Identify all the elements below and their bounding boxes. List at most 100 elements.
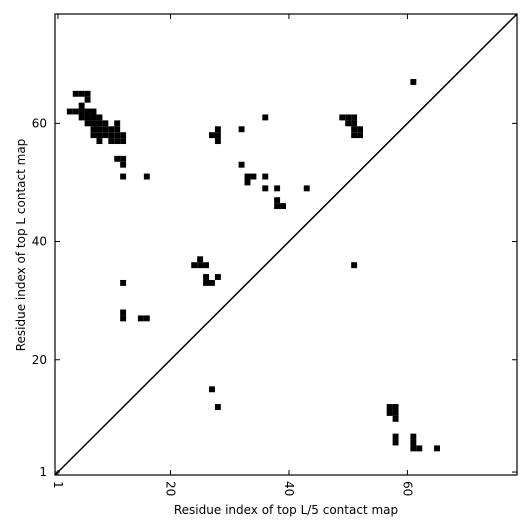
contact-cell (410, 439, 417, 446)
contact-cell (392, 439, 399, 446)
contact-cell (72, 90, 79, 97)
contact-cell (120, 173, 127, 180)
contact-cell (84, 114, 91, 121)
contact-cell (274, 185, 281, 192)
contact-cell (351, 114, 358, 121)
contact-cell (262, 185, 269, 192)
contact-cell (84, 90, 91, 97)
contact-cell (102, 132, 109, 139)
contact-cell (102, 126, 109, 133)
contact-cell (262, 114, 269, 121)
contact-cell (209, 386, 215, 393)
contact-cell (90, 126, 97, 133)
contact-cell (280, 203, 286, 210)
contact-cell (84, 108, 91, 115)
contact-cell (191, 262, 198, 269)
contact-cell (351, 120, 358, 127)
contact-cell (120, 309, 127, 316)
y-tick-label: 20 (32, 353, 47, 367)
contact-cell (345, 120, 352, 127)
contact-cell (102, 120, 109, 127)
contact-cell (214, 138, 221, 145)
x-tick-label: 40 (282, 481, 296, 496)
contact-cell (143, 173, 150, 180)
contact-cell (386, 404, 393, 410)
contact-cell (197, 262, 204, 269)
y-tick-label: 40 (32, 235, 47, 249)
contact-cell (244, 179, 251, 186)
contact-cell (137, 315, 144, 322)
contact-cell (203, 274, 209, 280)
contact-cell (203, 262, 209, 269)
contact-cell (90, 120, 97, 127)
contact-cell (96, 120, 103, 127)
contact-cell (357, 126, 363, 133)
contact-cell (214, 126, 221, 133)
x-tick-label: 1 (51, 481, 65, 489)
contact-cell (244, 173, 251, 180)
contact-cell (78, 102, 85, 109)
contact-cell (120, 138, 127, 145)
y-tick-label: 60 (32, 116, 47, 130)
contact-cell (96, 138, 103, 145)
contact-cell (214, 132, 221, 139)
contact-cell (351, 262, 358, 269)
contact-cell (96, 114, 103, 121)
x-axis-label: Residue index of top L/5 contact map (174, 503, 398, 517)
contact-cell (114, 155, 121, 162)
contact-cell (120, 279, 127, 286)
contact-cell (66, 108, 73, 115)
contact-cell (114, 126, 121, 133)
contact-cell (410, 433, 417, 440)
contact-cell (357, 132, 363, 139)
contact-cell (345, 114, 352, 121)
contact-cell (262, 173, 269, 180)
plot-frame (54, 13, 518, 476)
contact-cell (96, 126, 103, 133)
contact-cell (108, 126, 115, 133)
contact-cell (114, 132, 121, 139)
contact-cell (410, 79, 417, 85)
contact-cell (84, 120, 91, 127)
contact-cell (90, 132, 97, 139)
contact-cell (90, 114, 97, 121)
contact-cell (392, 409, 399, 416)
contact-cell (96, 132, 103, 139)
contact-cell (386, 409, 393, 416)
contact-cell (78, 108, 85, 115)
contact-cell (209, 279, 215, 286)
contact-cell (416, 445, 423, 452)
contact-cell (90, 108, 97, 115)
contact-cell (339, 114, 346, 121)
contact-cell (72, 108, 79, 115)
contact-cell (120, 132, 127, 139)
contact-cell (274, 203, 281, 210)
contact-cell (114, 120, 121, 127)
contact-cell (108, 138, 115, 145)
contact-cell (114, 138, 121, 145)
contact-cell (250, 173, 257, 180)
contact-cell (434, 445, 440, 452)
contact-cell (108, 132, 115, 139)
contact-cell (214, 404, 221, 410)
contact-cell (78, 90, 85, 97)
contact-cell (209, 132, 215, 139)
contact-cell (303, 185, 310, 192)
contact-cell (120, 161, 127, 168)
x-tick-label: 20 (164, 481, 178, 496)
contact-cell (392, 404, 399, 410)
contact-cell (214, 274, 221, 280)
diagonal-line (54, 13, 518, 476)
contact-cell (351, 126, 358, 133)
contact-cell (238, 161, 245, 168)
y-tick-label: 1 (39, 465, 47, 479)
contact-cell (84, 96, 91, 103)
x-tick-label: 60 (400, 481, 414, 496)
contact-cell (238, 126, 245, 133)
contact-cell (410, 445, 417, 452)
contact-cell (351, 132, 358, 139)
contact-cell (392, 415, 399, 422)
contact-cell (197, 256, 204, 263)
contact-cell (120, 315, 127, 322)
